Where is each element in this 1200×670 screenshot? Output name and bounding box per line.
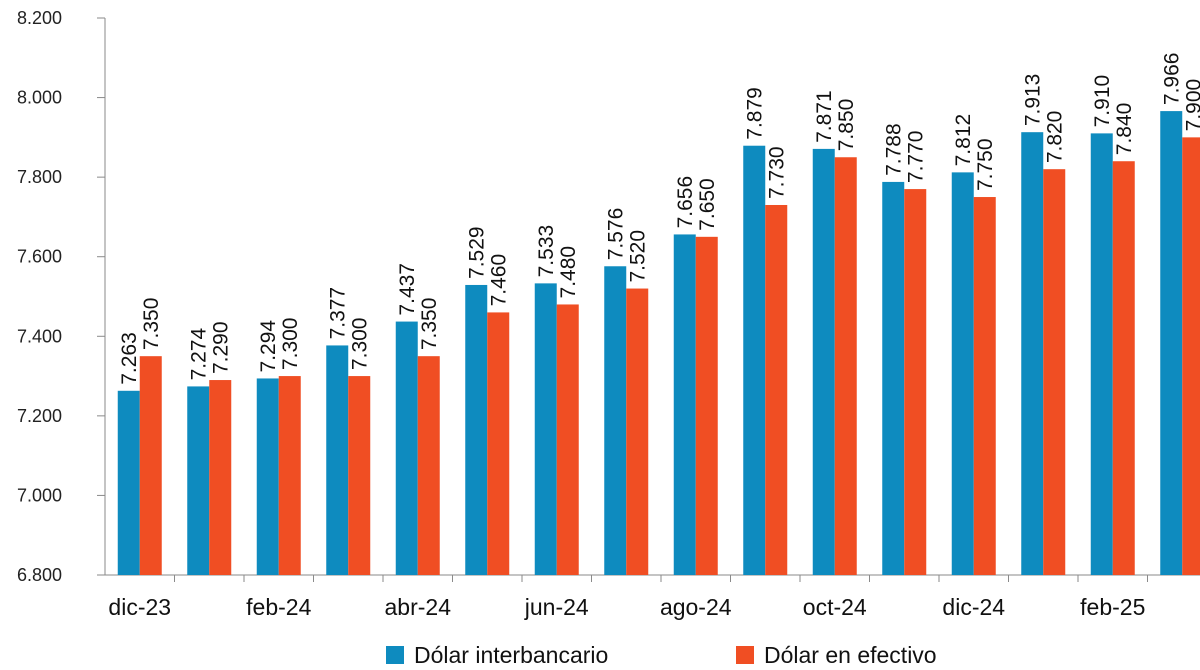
x-axis: dic-23 feb-24 abr-24 jun-24 ago-24 oct-24 dic-… <box>105 574 1200 620</box>
bar-interbancario <box>951 172 974 575</box>
y-tick-label: 7.600 <box>17 247 62 267</box>
y-tick-label: 7.200 <box>17 406 62 426</box>
bar-efectivo <box>139 356 162 575</box>
x-tick-label: dic-23 <box>108 594 171 620</box>
data-label: 7.812 <box>952 114 975 167</box>
data-label: 7.350 <box>418 298 441 351</box>
x-tick-label: feb-24 <box>246 594 311 620</box>
bar-interbancario <box>1090 133 1113 575</box>
y-tick-label: 7.800 <box>17 167 62 187</box>
bar-efectivo <box>1112 161 1135 575</box>
x-tick-label: ago-24 <box>660 594 732 620</box>
data-label: 7.520 <box>626 230 649 283</box>
legend-item-efectivo: Dólar en efectivo <box>736 640 937 670</box>
bar-efectivo <box>1043 169 1066 575</box>
bar-efectivo <box>209 380 232 575</box>
x-tick-label: oct-24 <box>803 594 867 620</box>
x-tick-label: abr-24 <box>385 594 452 620</box>
x-tick-label: jun-24 <box>524 594 589 620</box>
bar-interbancario <box>395 321 418 575</box>
legend-item-interbancario: Dólar interbancario <box>386 640 608 670</box>
y-tick-label: 8.000 <box>17 88 62 108</box>
bar-efectivo <box>695 236 718 576</box>
data-label: 7.294 <box>257 320 280 373</box>
bar-interbancario <box>465 284 488 575</box>
bars <box>117 111 1200 576</box>
y-tick-label: 8.200 <box>17 8 62 28</box>
data-label: 7.656 <box>674 176 697 229</box>
bar-efectivo <box>904 189 927 576</box>
bar-interbancario <box>1160 111 1183 575</box>
bar-interbancario <box>882 181 905 575</box>
y-tick-label: 6.800 <box>17 565 62 585</box>
data-label: 7.820 <box>1043 111 1066 164</box>
data-label: 7.576 <box>604 208 627 261</box>
data-label: 7.460 <box>487 254 510 307</box>
data-label: 7.840 <box>1113 103 1136 156</box>
data-label: 7.650 <box>696 178 719 231</box>
bar-efectivo <box>487 312 510 575</box>
data-label: 7.300 <box>279 318 302 371</box>
bar-interbancario <box>743 145 766 575</box>
data-label: 7.850 <box>835 99 858 152</box>
bar-efectivo <box>417 356 440 575</box>
legend-label-interbancario: Dólar interbancario <box>414 641 609 668</box>
data-label: 7.533 <box>535 225 558 278</box>
bar-efectivo <box>765 204 788 575</box>
data-label: 7.788 <box>882 123 905 176</box>
bar-interbancario <box>187 386 210 575</box>
bar-interbancario <box>326 345 349 575</box>
data-label: 7.300 <box>348 318 371 371</box>
y-tick-label: 7.000 <box>17 485 62 505</box>
legend-swatch-efectivo <box>736 646 754 664</box>
data-label: 7.377 <box>326 287 349 340</box>
bar-interbancario <box>812 148 835 575</box>
bar-efectivo <box>348 376 371 575</box>
bar-efectivo <box>973 197 996 576</box>
data-label: 7.263 <box>118 332 141 385</box>
bar-efectivo <box>278 376 301 575</box>
legend-swatch-interbancario <box>386 646 404 664</box>
data-label: 7.480 <box>557 246 580 299</box>
x-tick-label: feb-25 <box>1080 594 1145 620</box>
bar-interbancario <box>117 390 140 575</box>
bar-efectivo <box>834 157 857 575</box>
data-label: 7.290 <box>209 321 232 374</box>
data-label: 7.879 <box>743 87 766 140</box>
bar-interbancario <box>673 234 696 576</box>
data-label: 7.871 <box>813 90 836 143</box>
data-label: 7.910 <box>1091 75 1114 128</box>
data-label: 7.529 <box>465 226 488 279</box>
data-label: 7.900 <box>1182 79 1200 132</box>
bar-interbancario <box>1021 132 1044 575</box>
data-label: 7.966 <box>1160 53 1183 106</box>
data-label: 7.750 <box>974 138 997 191</box>
x-tick-label: dic-24 <box>942 594 1005 620</box>
legend-label-efectivo: Dólar en efectivo <box>764 641 937 668</box>
bar-interbancario <box>604 266 627 575</box>
legend: Dólar interbancario Dólar en efectivo <box>0 640 1200 670</box>
y-tick-label: 7.400 <box>17 326 62 346</box>
bar-efectivo <box>1182 137 1200 575</box>
bar-interbancario <box>534 283 557 575</box>
data-label: 7.350 <box>140 298 163 351</box>
y-axis: 6.800 7.000 7.200 7.400 7.600 7.800 8.000 8.200 <box>17 8 106 585</box>
data-label: 7.730 <box>765 146 788 199</box>
bar-interbancario <box>256 378 279 575</box>
bar-efectivo <box>626 288 649 575</box>
data-label: 7.913 <box>1021 74 1044 127</box>
bar-efectivo <box>556 304 579 575</box>
data-label: 7.437 <box>396 263 419 316</box>
data-label: 7.274 <box>187 328 210 381</box>
data-label: 7.770 <box>904 131 927 184</box>
